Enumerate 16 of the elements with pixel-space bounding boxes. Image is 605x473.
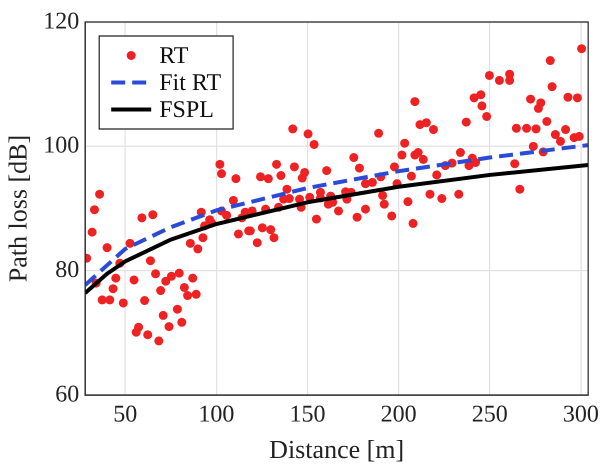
x-tick-label: 100 (198, 402, 234, 428)
y-tick-label: 60 (55, 381, 80, 408)
y-tick-label: 120 (43, 8, 80, 34)
line-series (85, 143, 588, 287)
legend-label: Fit RT (159, 70, 222, 96)
x-tick-label: 150 (290, 402, 326, 428)
legend-label: FSPL (159, 96, 214, 123)
y-tick-label: 100 (43, 132, 80, 159)
x-tick-label: 50 (113, 402, 138, 428)
x-tick-label: 250 (472, 402, 508, 428)
y-axis-title: Path loss [dB] (3, 134, 32, 282)
y-tick-label: 80 (55, 256, 80, 283)
legend-label: RT (159, 42, 189, 69)
x-tick-label: 300 (562, 402, 599, 428)
x-axis-title: Distance [m] (269, 435, 404, 464)
x-tick-label: 200 (380, 402, 417, 428)
